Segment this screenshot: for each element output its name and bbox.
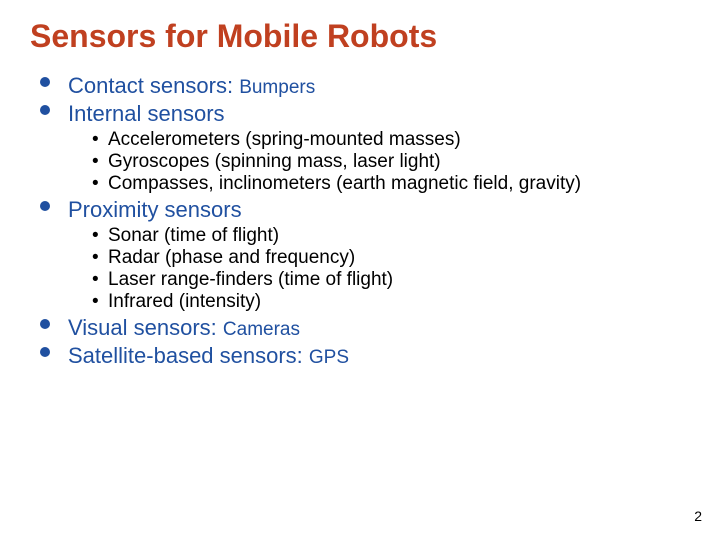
- bullet-dot-icon: [40, 201, 50, 211]
- main-bullet-item: Contact sensors: Bumpers: [40, 73, 690, 99]
- slide-title: Sensors for Mobile Robots: [30, 18, 690, 55]
- bullet-label: Proximity sensors: [68, 197, 242, 222]
- sub-bullet-list: Accelerometers (spring-mounted masses)Gy…: [92, 129, 690, 195]
- sub-bullet-item: Infrared (intensity): [92, 291, 690, 313]
- sub-bullet-text: Accelerometers (spring-mounted masses): [108, 129, 461, 150]
- bullet-dot-icon: [40, 77, 50, 87]
- bullet-label: Visual sensors:: [68, 315, 223, 340]
- bullet-dot-icon: [40, 105, 50, 115]
- bullet-dot-icon: [40, 347, 50, 357]
- bullet-dot-icon: [40, 319, 50, 329]
- sub-bullet-text: Radar (phase and frequency): [108, 247, 355, 268]
- main-bullet-item: Proximity sensors Sonar (time of flight)R…: [40, 197, 690, 313]
- sub-bullet-item: Laser range-finders (time of flight): [92, 269, 690, 291]
- bullet-label: Satellite-based sensors:: [68, 343, 309, 368]
- sub-bullet-item: Sonar (time of flight): [92, 225, 690, 247]
- main-bullet-item: Visual sensors: Cameras: [40, 315, 690, 341]
- bullet-label: Contact sensors:: [68, 73, 239, 98]
- bullet-small-text: Cameras: [223, 319, 300, 340]
- slide: Sensors for Mobile Robots Contact sensor…: [0, 0, 720, 540]
- main-bullet-item: Internal sensors Accelerometers (spring-m…: [40, 101, 690, 195]
- sub-bullet-list: Sonar (time of flight)Radar (phase and f…: [92, 225, 690, 313]
- bullet-small-text: Bumpers: [239, 77, 315, 98]
- page-number: 2: [694, 508, 702, 524]
- sub-bullet-text: Sonar (time of flight): [108, 225, 279, 246]
- sub-bullet-text: Gyroscopes (spinning mass, laser light): [108, 151, 441, 172]
- sub-bullet-item: Gyroscopes (spinning mass, laser light): [92, 151, 690, 173]
- sub-bullet-text: Infrared (intensity): [108, 291, 261, 312]
- sub-bullet-item: Radar (phase and frequency): [92, 247, 690, 269]
- bullet-small-text: GPS: [309, 347, 349, 368]
- main-bullet-list: Contact sensors: BumpersInternal sensors…: [40, 73, 690, 369]
- sub-bullet-item: Accelerometers (spring-mounted masses): [92, 129, 690, 151]
- sub-bullet-text: Laser range-finders (time of flight): [108, 269, 393, 290]
- sub-bullet-item: Compasses, inclinometers (earth magnetic…: [92, 173, 690, 195]
- sub-bullet-text: Compasses, inclinometers (earth magnetic…: [108, 173, 581, 194]
- main-bullet-item: Satellite-based sensors: GPS: [40, 343, 690, 369]
- bullet-label: Internal sensors: [68, 101, 225, 126]
